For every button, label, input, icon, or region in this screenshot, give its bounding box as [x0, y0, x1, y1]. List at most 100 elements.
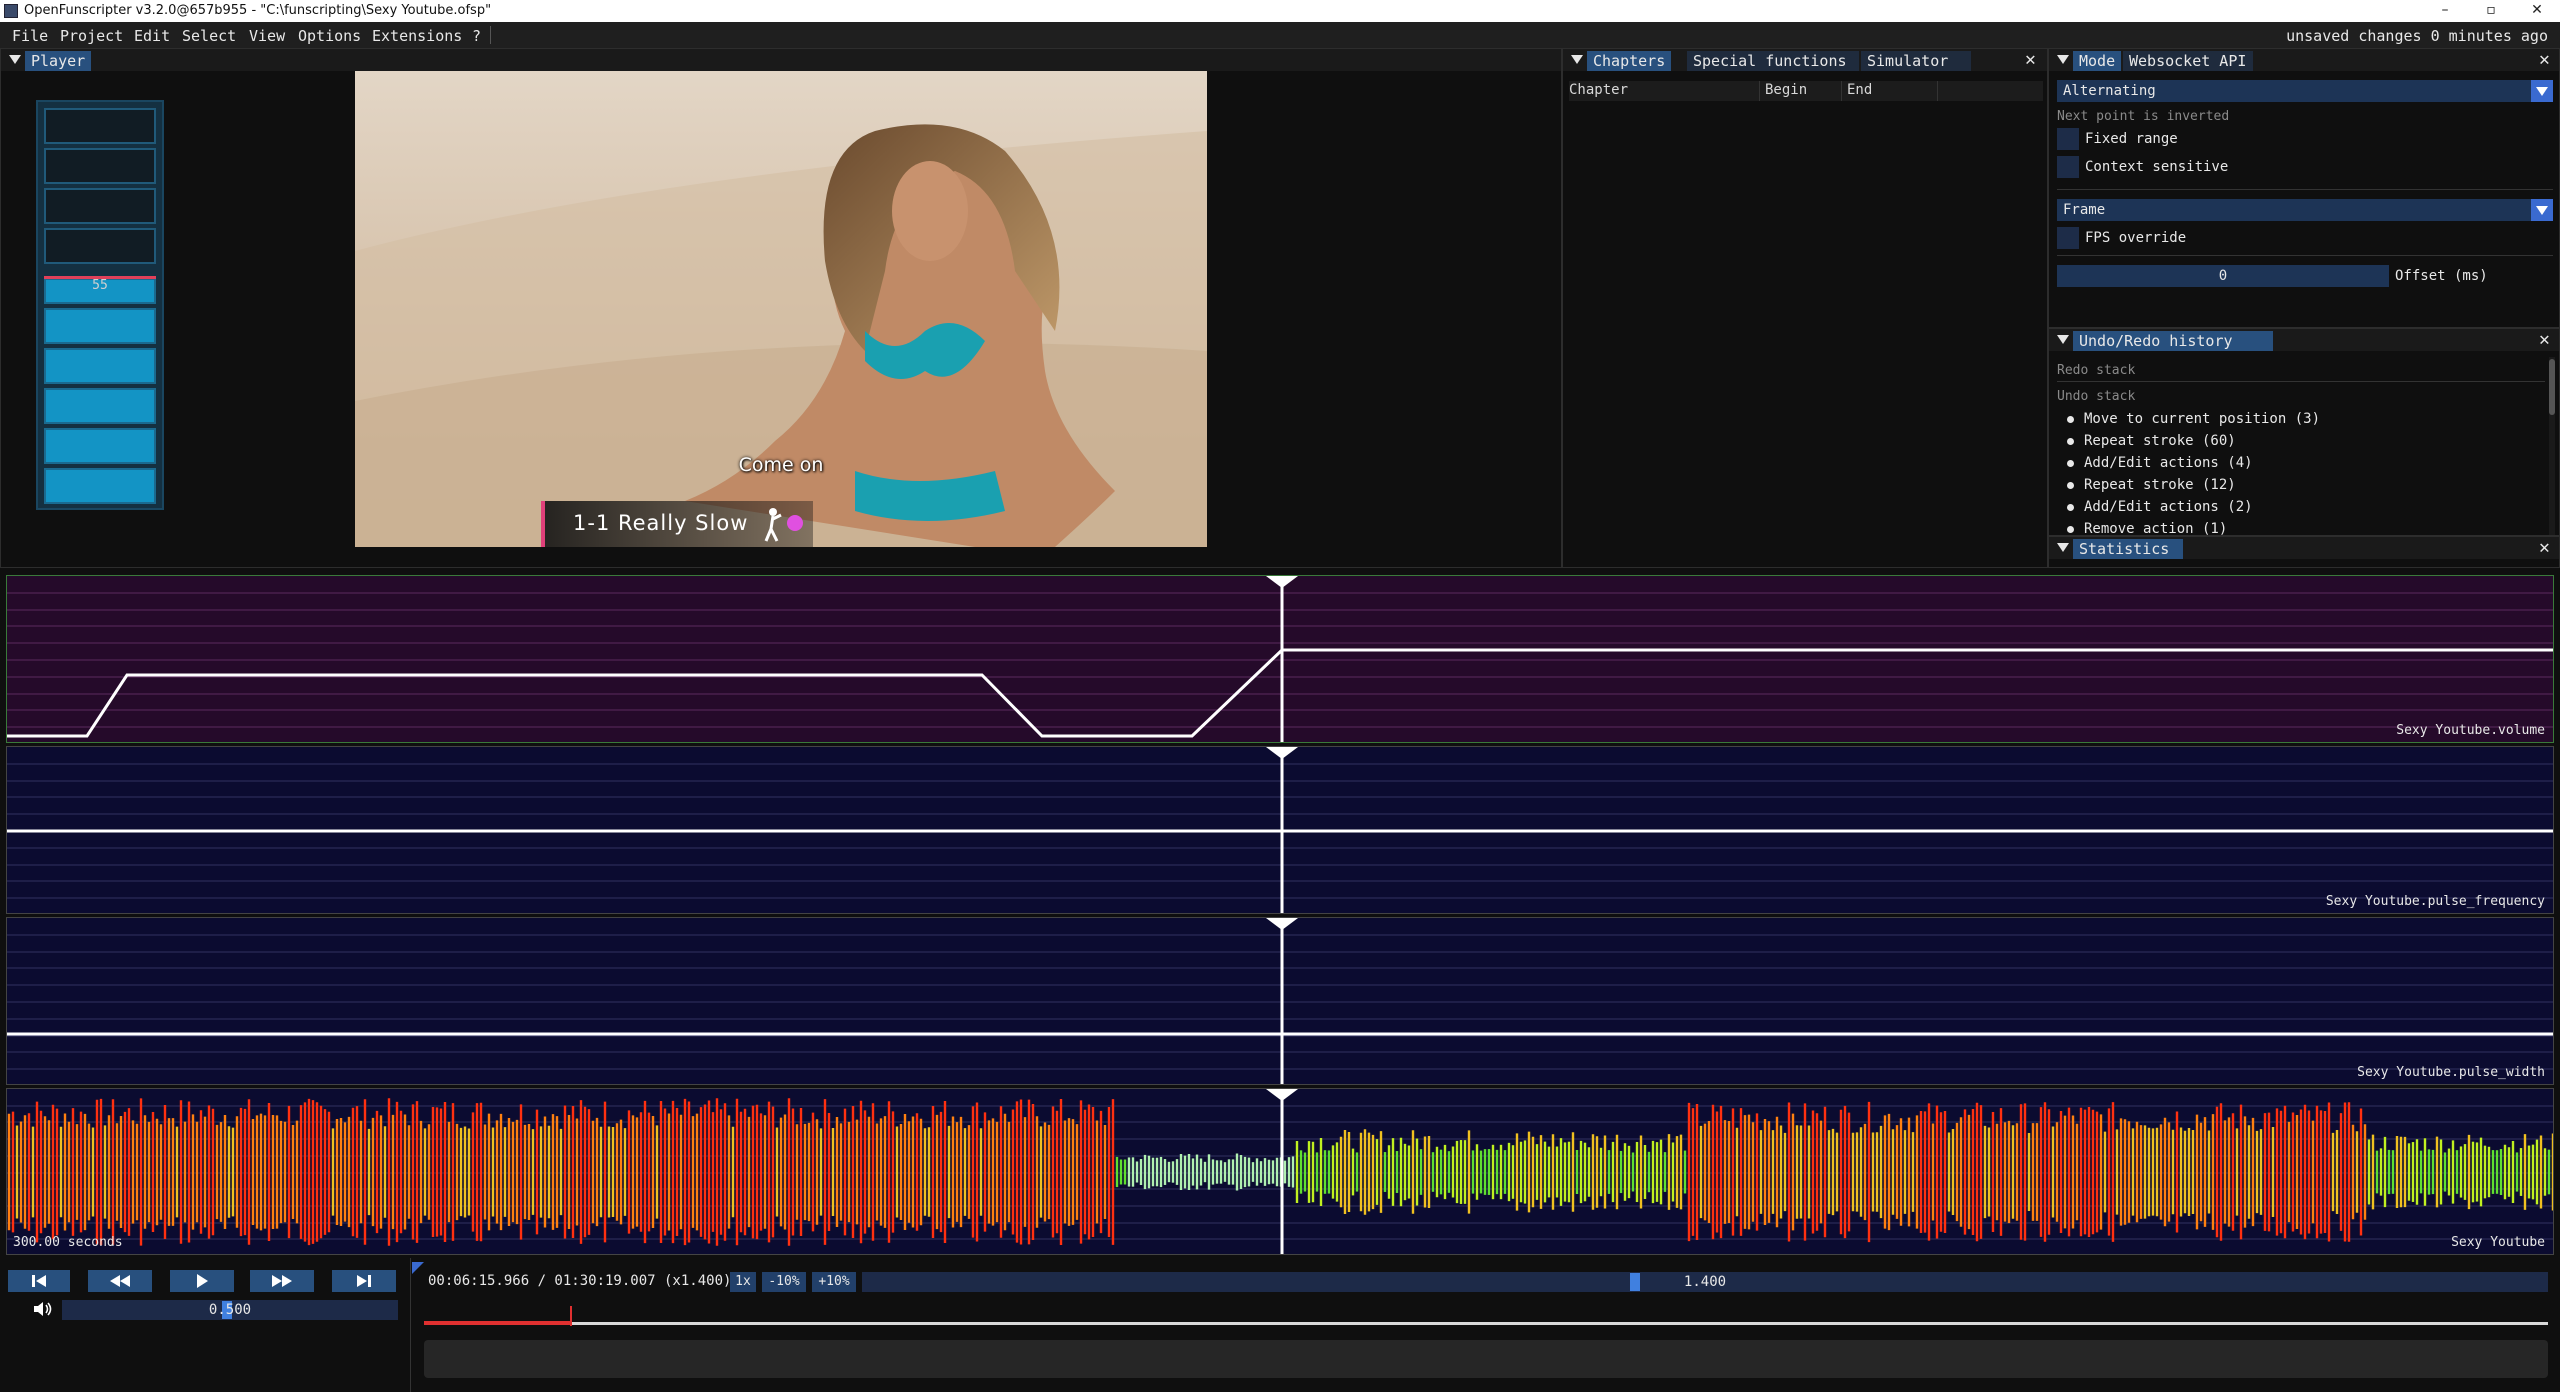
meter-cell: [44, 278, 156, 304]
collapse-icon[interactable]: [2057, 543, 2069, 552]
progress-bar[interactable]: [424, 1322, 2548, 1325]
menu-bar: File Project Edit Select View Options Ex…: [0, 22, 2560, 48]
tab-websocket-api[interactable]: Websocket API: [2123, 51, 2253, 71]
mode-select[interactable]: Alternating: [2057, 80, 2553, 102]
previous-button[interactable]: [88, 1270, 152, 1292]
menu-edit[interactable]: Edit: [134, 27, 171, 45]
scrollbar-thumb[interactable]: [2549, 359, 2555, 415]
meter-cell: [44, 148, 156, 184]
undo-item[interactable]: Remove action (1): [2067, 521, 2227, 535]
menu-extensions[interactable]: Extensions: [372, 27, 463, 45]
collapse-icon[interactable]: [9, 55, 21, 64]
tab-mode[interactable]: Mode: [2073, 51, 2122, 71]
context-sensitive-checkbox[interactable]: [2057, 156, 2079, 178]
menu-file[interactable]: File: [12, 27, 49, 45]
undo-item[interactable]: Move to current position (3): [2067, 411, 2320, 427]
tab-chapters[interactable]: Chapters: [1587, 51, 1672, 71]
meter-cell: [44, 388, 156, 424]
playhead-marker: [1266, 918, 1298, 930]
controls-divider: [410, 1258, 411, 1392]
play-button[interactable]: [170, 1270, 234, 1292]
speed-minus-button[interactable]: -10%: [762, 1272, 806, 1292]
scrollbar[interactable]: [2549, 357, 2555, 535]
fixed-range-label: Fixed range: [2085, 131, 2178, 147]
close-window-button[interactable]: ✕: [2531, 2, 2543, 18]
mode-panel: Mode Websocket API ✕ Alternating Next po…: [2048, 48, 2560, 328]
timeline-volume[interactable]: Sexy Youtube.volume: [6, 575, 2554, 743]
skip-forward-icon: [357, 1275, 371, 1287]
speed-slider-grab[interactable]: [1630, 1273, 1640, 1291]
bullet-icon: [2067, 415, 2074, 423]
undo-item[interactable]: Repeat stroke (60): [2067, 433, 2236, 449]
timeline-pulse-frequency[interactable]: Sexy Youtube.pulse_frequency: [6, 746, 2554, 914]
volume-slider-grab[interactable]: [222, 1301, 232, 1319]
close-icon[interactable]: ✕: [2539, 537, 2550, 558]
stats-panel-header: Statistics ✕: [2049, 537, 2559, 559]
speed-plus-button[interactable]: +10%: [812, 1272, 856, 1292]
tab-undo-redo-history[interactable]: Undo/Redo history: [2073, 331, 2273, 351]
column-chapter: Chapter: [1569, 82, 1629, 98]
column-divider: [1841, 81, 1842, 101]
speed-slider[interactable]: [862, 1272, 2548, 1292]
bullet-icon: [2067, 503, 2074, 511]
divider: [2057, 255, 2553, 256]
frame-select[interactable]: Frame: [2057, 199, 2553, 221]
close-icon[interactable]: ✕: [2539, 49, 2550, 70]
undo-item[interactable]: Repeat stroke (12): [2067, 477, 2236, 493]
timeline-pulse-width[interactable]: Sexy Youtube.pulse_width: [6, 917, 2554, 1085]
position-meter: 55: [36, 100, 164, 510]
undo-redo-panel: Undo/Redo history ✕ Redo stack Undo stac…: [2048, 328, 2560, 536]
undo-item[interactable]: Add/Edit actions (4): [2067, 455, 2253, 471]
speed-1x-button[interactable]: 1x: [730, 1272, 756, 1292]
close-icon[interactable]: ✕: [2539, 329, 2550, 350]
skip-start-button[interactable]: [8, 1270, 70, 1292]
tab-special-functions[interactable]: Special functions: [1687, 51, 1859, 71]
next-button[interactable]: [250, 1270, 314, 1292]
menu-view[interactable]: View: [249, 27, 286, 45]
chevron-down-icon[interactable]: [2531, 199, 2553, 221]
bullet-icon: [2067, 459, 2074, 467]
context-sensitive-label: Context sensitive: [2085, 159, 2229, 175]
audio-waveform: [7, 1089, 2553, 1254]
volume-slider[interactable]: 0.500: [62, 1300, 398, 1320]
fps-override-label: FPS override: [2085, 230, 2187, 246]
collapse-icon[interactable]: [2057, 55, 2069, 64]
play-icon: [197, 1274, 208, 1288]
timeline-audio-waveform[interactable]: 300.00 seconds Sexy Youtube: [6, 1088, 2554, 1255]
window-titlebar: OpenFunscripter v3.2.0@657b955 - "C:\fun…: [0, 0, 2560, 22]
stroke-label: 1-1 Really Slow: [573, 511, 749, 535]
fixed-range-checkbox[interactable]: [2057, 128, 2079, 150]
meter-cell: [44, 308, 156, 344]
offset-label: Offset (ms): [2395, 268, 2488, 284]
offset-input[interactable]: 0: [2057, 265, 2389, 287]
collapse-icon[interactable]: [1571, 55, 1583, 64]
collapse-icon[interactable]: [2057, 335, 2069, 344]
skip-end-button[interactable]: [332, 1270, 396, 1292]
close-icon[interactable]: ✕: [2025, 49, 2036, 70]
video-frame[interactable]: Come on 1-1 Really Slow: [355, 71, 1207, 547]
volume-value: 0.500: [208, 1302, 252, 1318]
window-title: OpenFunscripter v3.2.0@657b955 - "C:\fun…: [24, 3, 492, 18]
menu-help[interactable]: ?: [472, 27, 482, 45]
undo-item[interactable]: Add/Edit actions (2): [2067, 499, 2253, 515]
menu-project[interactable]: Project: [60, 27, 124, 45]
track-label-volume: Sexy Youtube.volume: [2396, 723, 2545, 738]
heatmap-bar[interactable]: [424, 1340, 2548, 1378]
undo-panel-header: Undo/Redo history ✕: [2049, 329, 2559, 351]
tab-statistics[interactable]: Statistics: [2073, 539, 2183, 559]
chevron-down-icon[interactable]: [2531, 80, 2553, 102]
tab-simulator[interactable]: Simulator: [1861, 51, 1971, 71]
tab-player[interactable]: Player: [25, 51, 92, 71]
menu-options[interactable]: Options: [298, 27, 362, 45]
progress-cursor[interactable]: [570, 1306, 572, 1326]
maximize-button[interactable]: ▫: [2486, 2, 2496, 18]
speed-value: 1.400: [1683, 1274, 1727, 1290]
meter-cell: [44, 348, 156, 384]
meter-position-line: [44, 276, 156, 279]
meter-cell: [44, 188, 156, 224]
volume-icon[interactable]: [32, 1300, 56, 1320]
menu-select[interactable]: Select: [182, 27, 237, 45]
fps-override-checkbox[interactable]: [2057, 227, 2079, 249]
meter-cell: [44, 108, 156, 144]
minimize-button[interactable]: –: [2441, 2, 2449, 18]
